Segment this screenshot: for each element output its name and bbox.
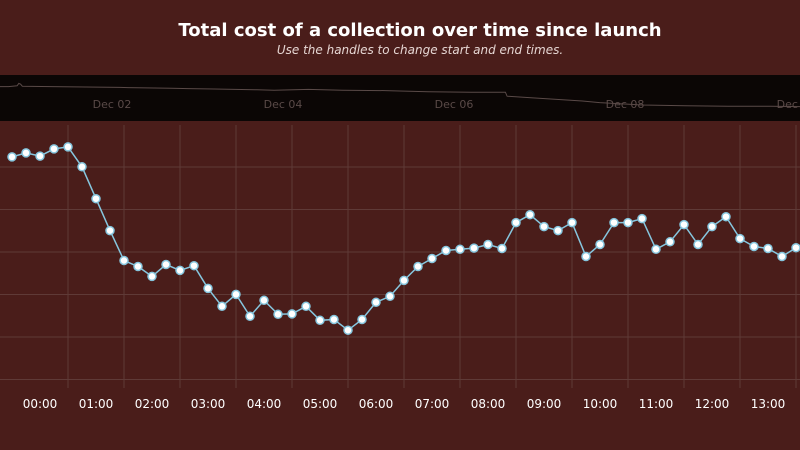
x-tick-label: 04:00 bbox=[247, 397, 282, 411]
x-tick-label: 01:00 bbox=[79, 397, 114, 411]
data-point[interactable] bbox=[469, 243, 479, 253]
data-point[interactable] bbox=[651, 244, 661, 255]
data-point[interactable] bbox=[539, 221, 549, 232]
x-tick-label: 09:00 bbox=[527, 397, 562, 411]
x-tick-label: 02:00 bbox=[135, 397, 170, 411]
data-point[interactable] bbox=[161, 259, 171, 270]
x-tick-label: 08:00 bbox=[471, 397, 506, 411]
navigator-label: Dec 10 bbox=[777, 98, 800, 111]
data-point[interactable] bbox=[259, 295, 269, 306]
data-point[interactable] bbox=[315, 315, 325, 326]
data-point[interactable] bbox=[203, 283, 213, 294]
x-tick-label: 12:00 bbox=[695, 397, 730, 411]
navigator-series-line bbox=[0, 82, 800, 108]
data-point[interactable] bbox=[413, 261, 423, 272]
data-point[interactable] bbox=[49, 144, 59, 154]
data-point[interactable] bbox=[385, 291, 395, 302]
data-point[interactable] bbox=[21, 148, 31, 158]
data-point[interactable] bbox=[511, 217, 521, 228]
data-point[interactable] bbox=[35, 151, 45, 161]
data-point[interactable] bbox=[553, 225, 563, 236]
x-axis-ticks: 00:00 01:00 02:00 03:00 04:00 05:00 06:00 07:00… bbox=[23, 397, 786, 411]
data-point[interactable] bbox=[245, 311, 255, 322]
data-point[interactable] bbox=[77, 162, 87, 172]
x-tick-label: 03:00 bbox=[191, 397, 226, 411]
navigator-background[interactable] bbox=[0, 75, 800, 121]
data-point[interactable] bbox=[301, 301, 311, 312]
data-point[interactable] bbox=[483, 239, 493, 250]
data-point[interactable] bbox=[441, 245, 451, 256]
data-point[interactable] bbox=[63, 142, 73, 152]
x-tick-label: 10:00 bbox=[583, 397, 618, 411]
chart-title: Total cost of a collection over time sin… bbox=[178, 20, 662, 41]
navigator-label: Dec 06 bbox=[435, 98, 474, 111]
chart-subtitle: Use the handles to change start and end … bbox=[276, 43, 564, 57]
data-point[interactable] bbox=[189, 260, 199, 271]
data-point[interactable] bbox=[399, 275, 409, 286]
data-point[interactable] bbox=[763, 243, 773, 254]
plot-grid bbox=[0, 125, 800, 388]
data-point[interactable] bbox=[791, 242, 800, 253]
data-point[interactable] bbox=[7, 152, 17, 162]
data-point[interactable] bbox=[721, 211, 731, 222]
data-point[interactable] bbox=[735, 233, 745, 244]
data-point[interactable] bbox=[231, 289, 241, 300]
data-point[interactable] bbox=[357, 314, 367, 325]
navigator-label: Dec 04 bbox=[264, 98, 303, 111]
data-point[interactable] bbox=[679, 219, 689, 230]
data-point[interactable] bbox=[623, 217, 633, 228]
data-point[interactable] bbox=[217, 301, 227, 312]
data-point[interactable] bbox=[329, 314, 339, 325]
data-point[interactable] bbox=[273, 309, 283, 320]
data-point[interactable] bbox=[497, 243, 507, 254]
data-point[interactable] bbox=[693, 239, 703, 250]
navigator-label: Dec 02 bbox=[93, 98, 132, 111]
data-point[interactable] bbox=[175, 265, 185, 276]
data-point[interactable] bbox=[637, 213, 647, 224]
data-point[interactable] bbox=[777, 251, 787, 262]
x-tick-label: 07:00 bbox=[415, 397, 450, 411]
x-tick-label: 13:00 bbox=[751, 397, 786, 411]
data-point[interactable] bbox=[427, 253, 437, 264]
x-tick-label: 00:00 bbox=[23, 397, 58, 411]
data-point[interactable] bbox=[371, 297, 381, 308]
data-point[interactable] bbox=[609, 217, 619, 228]
data-point[interactable] bbox=[133, 261, 143, 272]
x-tick-label: 11:00 bbox=[639, 397, 674, 411]
data-point[interactable] bbox=[91, 193, 101, 204]
data-point[interactable] bbox=[525, 209, 535, 220]
series-points bbox=[7, 142, 800, 335]
data-point[interactable] bbox=[595, 239, 605, 250]
x-tick-label: 06:00 bbox=[359, 397, 394, 411]
series-line bbox=[11, 146, 800, 332]
x-tick-label: 05:00 bbox=[303, 397, 338, 411]
data-point[interactable] bbox=[105, 225, 115, 236]
data-point[interactable] bbox=[147, 271, 157, 282]
data-point[interactable] bbox=[343, 325, 353, 335]
data-point[interactable] bbox=[707, 221, 717, 232]
data-point[interactable] bbox=[567, 217, 577, 228]
data-point[interactable] bbox=[287, 309, 297, 319]
data-point[interactable] bbox=[581, 251, 591, 262]
data-point[interactable] bbox=[119, 255, 129, 266]
data-point[interactable] bbox=[665, 237, 675, 247]
data-point[interactable] bbox=[455, 244, 465, 255]
data-point[interactable] bbox=[749, 241, 759, 252]
